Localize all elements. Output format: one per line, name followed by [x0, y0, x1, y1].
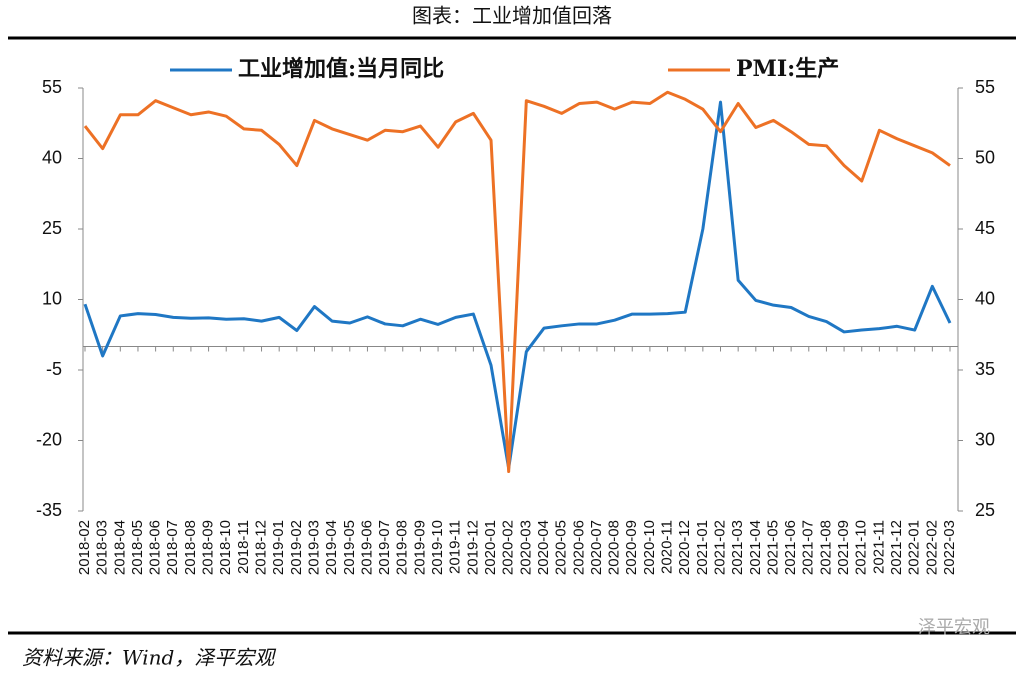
- x-tick-label: 2020-05: [553, 520, 570, 575]
- x-tick-label: 2021-01: [694, 520, 711, 575]
- x-tick-label: 2019-12: [464, 520, 481, 575]
- x-tick-label: 2020-07: [588, 520, 605, 575]
- x-tick-label: 2018-07: [164, 520, 181, 575]
- x-tick-label: 2019-07: [376, 520, 393, 575]
- y-tick-label: 40: [42, 147, 62, 167]
- y-tick-label: 55: [42, 77, 62, 97]
- x-tick-label: 2020-09: [623, 520, 640, 575]
- x-tick-label: 2019-10: [429, 520, 446, 575]
- x-tick-label: 2021-05: [764, 520, 781, 575]
- y2-tick-label: 45: [975, 218, 995, 238]
- x-tick-label: 2019-03: [305, 520, 322, 575]
- x-tick-label: 2021-02: [711, 520, 728, 575]
- x-tick-label: 2019-06: [358, 520, 375, 575]
- series-line: [83, 100, 952, 470]
- x-tick-label: 2018-08: [182, 520, 199, 575]
- x-tick-label: 2019-05: [341, 520, 358, 575]
- x-tick-label: 2020-06: [570, 520, 587, 575]
- x-tick-label: 2019-11: [447, 520, 464, 574]
- watermark: 泽平宏观: [918, 617, 990, 638]
- y2-tick-label: 40: [975, 288, 995, 308]
- x-tick-label: 2018-05: [129, 520, 146, 575]
- x-tick-label: 2022-01: [906, 520, 923, 575]
- x-tick-label: 2020-10: [641, 520, 658, 575]
- x-tick-label: 2021-04: [747, 520, 764, 575]
- chart-title: 图表：工业增加值回落: [412, 4, 612, 28]
- x-tick-label: 2020-01: [482, 520, 499, 575]
- series-line: [83, 90, 951, 474]
- x-tick-label: 2021-06: [782, 520, 799, 575]
- x-tick-label: 2021-03: [729, 520, 746, 575]
- x-tick-label: 2021-11: [870, 520, 887, 574]
- legend-label: 工业增加值:当月同比: [238, 56, 444, 82]
- y2-tick-label: 55: [975, 77, 995, 97]
- x-tick-label: 2019-09: [411, 520, 428, 575]
- x-tick-label: 2019-08: [394, 520, 411, 575]
- y2-tick-label: 30: [975, 429, 995, 449]
- x-tick-label: 2018-02: [76, 520, 93, 575]
- x-tick-label: 2020-11: [659, 520, 676, 574]
- x-tick-label: 2020-03: [517, 520, 534, 575]
- y-tick-label: 25: [42, 218, 62, 238]
- y2-tick-label: 35: [975, 359, 995, 379]
- y-tick-label: -20: [36, 429, 62, 449]
- x-tick-label: 2022-03: [941, 520, 958, 575]
- x-tick-label: 2019-01: [270, 520, 287, 575]
- x-tick-label: 2021-07: [800, 520, 817, 575]
- x-tick-label: 2018-09: [200, 520, 217, 575]
- x-tick-label: 2019-02: [288, 520, 305, 575]
- x-tick-label: 2021-09: [835, 520, 852, 575]
- y-tick-label: -35: [36, 500, 62, 520]
- x-tick-label: 2018-06: [147, 520, 164, 575]
- x-tick-label: 2020-04: [535, 520, 552, 575]
- y2-tick-label: 50: [975, 147, 995, 167]
- x-tick-label: 2021-12: [888, 520, 905, 575]
- y2-tick-label: 25: [975, 500, 995, 520]
- y-tick-label: -5: [46, 359, 62, 379]
- source: 资料来源：Wind，泽平宏观: [22, 646, 276, 670]
- x-tick-label: 2018-04: [111, 520, 128, 575]
- x-tick-label: 2021-10: [853, 520, 870, 575]
- x-tick-label: 2019-04: [323, 520, 340, 575]
- x-tick-label: 2020-08: [606, 520, 623, 575]
- x-tick-label: 2021-08: [817, 520, 834, 575]
- x-tick-label: 2022-02: [923, 520, 940, 575]
- x-tick-label: 2020-12: [676, 520, 693, 575]
- x-tick-label: 2018-12: [252, 520, 269, 575]
- x-tick-label: 2020-02: [500, 520, 517, 575]
- x-tick-label: 2018-03: [94, 520, 111, 575]
- y-tick-label: 10: [42, 288, 62, 308]
- x-tick-label: 2018-10: [217, 520, 234, 575]
- x-tick-label: 2018-11: [235, 520, 252, 574]
- legend-label: PMI:生产: [736, 56, 839, 82]
